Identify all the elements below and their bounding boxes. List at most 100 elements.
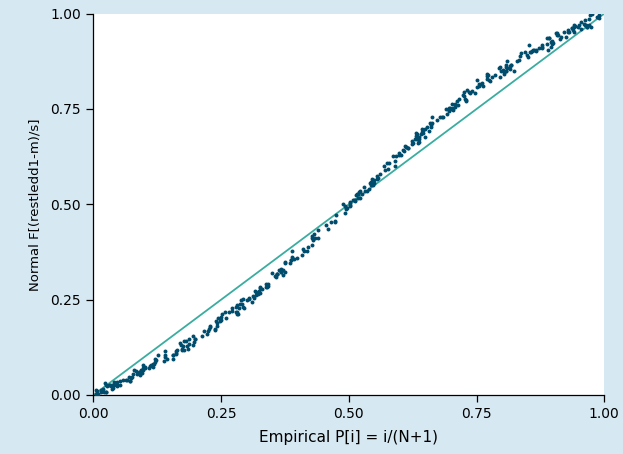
Point (346, 198, 356, 206)
Point (570, 23, 580, 30)
Point (143, 365, 153, 372)
Point (495, 65, 505, 72)
Point (391, 157, 401, 164)
Point (352, 191, 362, 198)
Point (99, 389, 109, 396)
Point (407, 138, 417, 145)
Point (350, 197, 359, 205)
Point (499, 68, 509, 75)
Point (171, 347, 181, 354)
Point (326, 219, 336, 226)
Point (470, 89, 480, 96)
Point (512, 57, 522, 64)
Point (286, 256, 296, 263)
Point (148, 363, 158, 370)
Point (447, 104, 457, 111)
Point (210, 326, 220, 334)
Point (586, 23, 596, 30)
Point (191, 335, 201, 342)
Point (482, 71, 492, 78)
Point (410, 135, 420, 143)
Point (237, 301, 247, 308)
Point (109, 378, 119, 385)
Point (257, 285, 267, 292)
Point (585, 12, 595, 19)
Point (523, 53, 533, 60)
Point (97, 388, 107, 395)
Point (482, 75, 492, 83)
Point (447, 105, 457, 112)
Point (394, 150, 404, 157)
Point (530, 47, 540, 54)
Point (331, 211, 341, 218)
Point (366, 178, 376, 185)
Point (351, 191, 361, 198)
Point (303, 243, 313, 251)
Point (262, 283, 272, 290)
Point (330, 217, 340, 225)
Point (465, 89, 475, 96)
Point (427, 119, 437, 126)
Point (462, 87, 472, 94)
Point (495, 63, 505, 70)
Point (298, 246, 308, 253)
Point (106, 383, 116, 390)
Point (435, 114, 445, 121)
Point (485, 78, 495, 85)
Point (345, 202, 355, 209)
Point (522, 51, 532, 59)
Point (569, 28, 579, 35)
Point (509, 67, 519, 74)
Point (372, 173, 382, 180)
Point (93, 390, 103, 397)
Point (574, 21, 584, 29)
Point (280, 259, 290, 266)
Point (179, 347, 189, 354)
Point (340, 203, 350, 210)
Point (432, 116, 442, 123)
Point (401, 143, 411, 151)
Point (541, 40, 551, 47)
Point (413, 140, 423, 147)
Point (460, 95, 470, 103)
Point (461, 98, 471, 105)
Point (98, 385, 108, 392)
Point (307, 241, 316, 248)
Point (310, 234, 320, 242)
Point (252, 291, 262, 299)
Point (128, 367, 138, 374)
Point (444, 104, 454, 112)
Point (497, 67, 506, 74)
Point (177, 345, 187, 353)
Point (442, 110, 452, 118)
Point (555, 36, 565, 43)
Point (232, 310, 242, 317)
Point (547, 38, 557, 45)
Point (421, 126, 430, 133)
Point (272, 270, 282, 277)
Point (350, 196, 359, 203)
Point (416, 130, 426, 138)
Point (414, 133, 424, 141)
Point (544, 35, 554, 42)
Point (499, 70, 509, 77)
Point (323, 225, 333, 232)
Point (502, 58, 512, 65)
Point (136, 367, 146, 375)
Point (545, 34, 554, 41)
Point (384, 159, 394, 167)
Point (464, 88, 474, 95)
Point (104, 382, 114, 389)
Point (534, 44, 544, 51)
Point (102, 381, 112, 389)
Point (417, 128, 427, 136)
Point (356, 190, 366, 197)
Point (525, 49, 535, 56)
Point (437, 113, 447, 120)
Point (453, 102, 463, 109)
Point (461, 96, 471, 104)
Point (442, 106, 452, 113)
Point (151, 356, 161, 364)
Point (580, 16, 590, 24)
Point (516, 49, 526, 56)
